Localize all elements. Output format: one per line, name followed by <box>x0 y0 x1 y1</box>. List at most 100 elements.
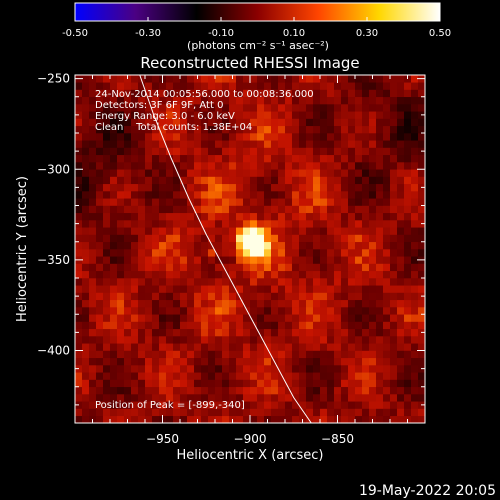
heatmap-cell <box>159 169 167 177</box>
heatmap-cell <box>131 220 139 228</box>
heatmap-cell <box>138 394 146 402</box>
heatmap-cell <box>362 401 370 409</box>
heatmap-cell <box>418 118 425 127</box>
heatmap-cell <box>187 256 195 264</box>
heatmap-cell <box>278 350 286 359</box>
heatmap-cell <box>383 372 391 380</box>
heatmap-cell <box>320 162 328 170</box>
heatmap-cell <box>152 147 160 156</box>
heatmap-cell <box>145 147 153 156</box>
heatmap-cell <box>390 125 398 134</box>
heatmap-cell <box>110 249 118 257</box>
heatmap-cell <box>313 278 321 286</box>
heatmap-cell <box>75 415 83 423</box>
heatmap-cell <box>75 278 83 286</box>
heatmap-cell <box>292 162 300 170</box>
heatmap-cell <box>229 365 237 373</box>
heatmap-cell <box>250 82 258 90</box>
heatmap-cell <box>138 336 146 344</box>
heatmap-cell <box>285 125 293 134</box>
heatmap-cell <box>355 96 363 105</box>
heatmap-cell <box>187 118 195 127</box>
heatmap-cell <box>103 357 111 366</box>
heatmap-cell <box>236 357 244 366</box>
heatmap-cell <box>187 394 195 402</box>
heatmap-cell <box>369 205 377 214</box>
heatmap-cell <box>152 401 160 409</box>
heatmap-cell <box>96 394 104 402</box>
y-tick-label: −250 <box>37 72 70 86</box>
heatmap-cell <box>285 227 293 235</box>
heatmap-cell <box>208 343 216 351</box>
heatmap-cell <box>250 183 258 192</box>
heatmap-cell <box>383 415 391 423</box>
heatmap-cell <box>320 343 328 351</box>
heatmap-cell <box>180 205 188 214</box>
heatmap-cell <box>250 394 258 402</box>
heatmap-cell <box>418 343 425 351</box>
heatmap-cell <box>397 350 405 359</box>
heatmap-cell <box>334 96 342 105</box>
heatmap-cell <box>306 111 314 119</box>
heatmap-cell <box>229 191 237 199</box>
heatmap-cell <box>229 96 237 105</box>
heatmap-cell <box>110 169 118 177</box>
heatmap-cell <box>362 212 370 221</box>
heatmap-cell <box>117 372 125 380</box>
heatmap-cell <box>334 307 342 315</box>
heatmap-cell <box>243 212 251 221</box>
heatmap-cell <box>236 321 244 330</box>
heatmap-cell <box>89 133 97 141</box>
heatmap-cell <box>222 147 230 156</box>
heatmap-cell <box>292 212 300 221</box>
heatmap-cell <box>222 183 230 192</box>
colorbar-ticks: -0.50 -0.30 -0.10 0.10 0.30 0.50 <box>62 17 451 39</box>
heatmap-cell <box>278 328 286 337</box>
heatmap-cell <box>173 154 181 163</box>
heatmap-cell <box>257 82 265 90</box>
heatmap-cell <box>292 205 300 214</box>
heatmap-cell <box>334 350 342 359</box>
heatmap-cell <box>75 154 83 163</box>
heatmap-cell <box>236 350 244 359</box>
heatmap-cell <box>138 249 146 257</box>
heatmap-cell <box>341 162 349 170</box>
heatmap-cell <box>397 162 405 170</box>
heatmap-cell <box>103 154 111 163</box>
heatmap-cell <box>222 307 230 315</box>
heatmap-cell <box>173 408 181 417</box>
colorbar-tick-label: 0.50 <box>429 28 451 39</box>
heatmap-cell <box>383 278 391 286</box>
heatmap-cell <box>257 386 265 395</box>
heatmap-cell <box>299 176 307 185</box>
heatmap-cell <box>96 75 104 83</box>
heatmap-cell <box>166 241 174 250</box>
heatmap-cell <box>194 328 202 337</box>
heatmap-cell <box>173 75 181 83</box>
heatmap-cell <box>159 386 167 395</box>
heatmap-cell <box>166 183 174 192</box>
heatmap-cell <box>320 263 328 272</box>
heatmap-cell <box>145 336 153 344</box>
heatmap-cell <box>348 394 356 402</box>
heatmap-cell <box>166 111 174 119</box>
heatmap-cell <box>166 408 174 417</box>
heatmap-cell <box>89 394 97 402</box>
heatmap-cell <box>334 162 342 170</box>
heatmap-cell <box>96 321 104 330</box>
heatmap-cell <box>383 75 391 83</box>
heatmap-cell <box>236 372 244 380</box>
heatmap-cell <box>124 292 132 301</box>
heatmap-cell <box>159 104 167 112</box>
heatmap-cell <box>124 314 132 322</box>
heatmap-cell <box>355 386 363 395</box>
heatmap-cell <box>229 321 237 330</box>
heatmap-cell <box>145 89 153 98</box>
heatmap-cell <box>243 401 251 409</box>
heatmap-cell <box>138 75 146 83</box>
heatmap-cell <box>369 154 377 163</box>
heatmap-cell <box>355 292 363 301</box>
heatmap-cell <box>411 249 419 257</box>
heatmap-cell <box>257 133 265 141</box>
heatmap-cell <box>418 104 425 112</box>
